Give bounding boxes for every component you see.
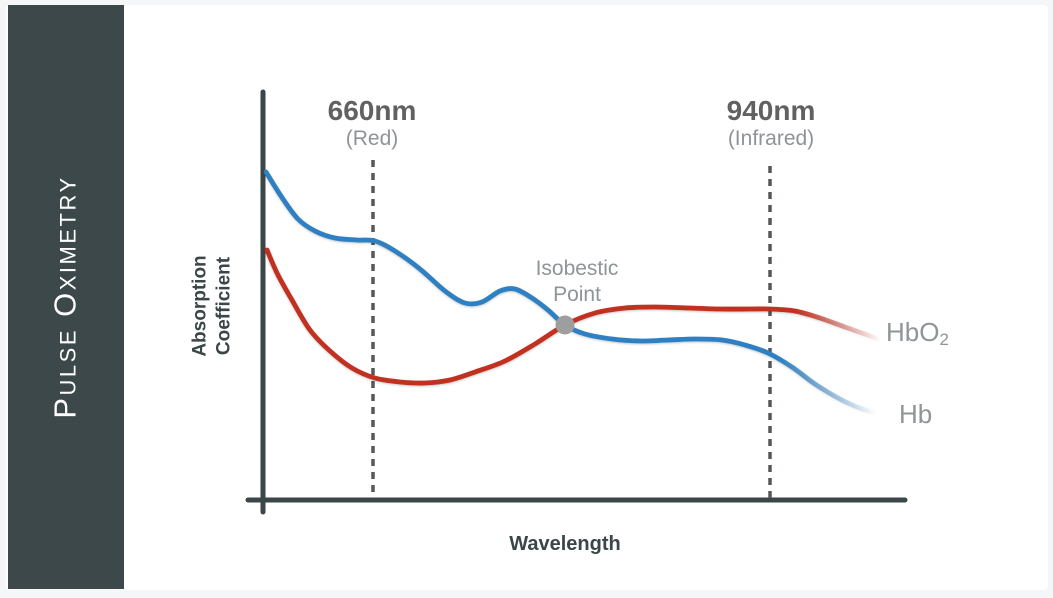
marker-label-940nm: 940nm (Infrared) [726,95,816,151]
series-label-hb: Hb [899,399,932,430]
isobestic-label-line1: Isobestic [535,257,619,280]
marker-lines-group [371,160,772,498]
marker-940-subtitle: (Infrared) [727,126,815,150]
hbo2-label-subscript: 2 [939,330,949,349]
curves-group [263,169,884,416]
hbo2-curve [264,247,884,386]
sidebar: Pulse Oximetry [8,5,124,589]
x-axis-label: Wavelength [509,533,621,556]
marker-660-title: 660nm [327,95,417,126]
hbo2-label-base: HbO [886,317,940,347]
marker-label-660nm: 660nm (Red) [327,95,417,151]
x-axis-label-text: Wavelength [509,533,621,555]
marker-660-subtitle: (Red) [345,126,399,150]
hb-curve [263,169,879,416]
marker-940-title: 940nm [726,95,816,126]
hb-label-text: Hb [899,399,933,429]
series-label-hbo2: HbO2 [886,317,949,349]
y-axis-label-line1: Absorption [189,255,211,357]
isobestic-point-marker [555,315,575,335]
isobestic-point-label: Isobestic Point [536,256,619,308]
axes-group [245,89,908,515]
y-axis-label: Absorption Coefficient [188,255,236,356]
isobestic-label-line2: Point [553,283,601,307]
y-axis-label-line2: Coefficient [213,256,234,356]
